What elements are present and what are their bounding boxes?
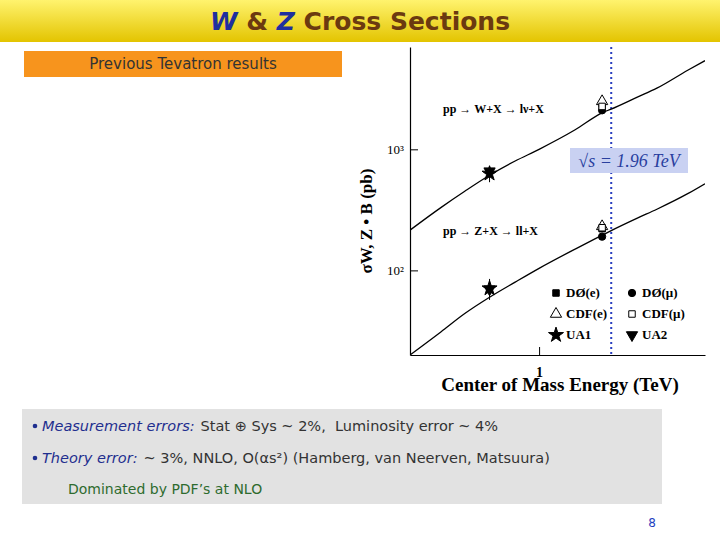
legend-symbol <box>629 311 635 317</box>
bullet: Measurement errors: Stat ⊕ Sys ~ 2%, Lumi… <box>42 418 498 434</box>
legend-label: UA1 <box>566 327 591 342</box>
legend-label: DØ(μ) <box>642 285 678 300</box>
x-tick-mark <box>539 347 540 355</box>
legend-label: CDF(e) <box>566 306 607 321</box>
bullet-dot <box>33 456 38 461</box>
note: Dominated by PDF’s at NLO <box>68 481 262 497</box>
data-point <box>482 280 497 294</box>
bullet-label: Theory error: <box>42 450 138 466</box>
legend-label: UA2 <box>642 327 667 342</box>
data-point <box>599 103 605 109</box>
slide: W & Z Cross Sections Previous Tevatron re… <box>0 0 720 540</box>
legend-label: DØ(e) <box>566 285 600 300</box>
x-axis-title: Center of Mass Energy (TeV) <box>441 374 678 396</box>
title-part: Cross Sections <box>295 7 510 36</box>
y-axis-line <box>410 48 411 356</box>
y-tick: 10³ <box>387 142 418 157</box>
legend-symbol <box>553 290 559 296</box>
data-point <box>599 225 605 231</box>
title: W & Z Cross Sections <box>210 7 510 36</box>
data-point <box>599 225 605 231</box>
bullet-label: Measurement errors: <box>42 418 195 434</box>
annotation-box <box>570 148 688 173</box>
subtitle-box <box>24 51 342 77</box>
legend-symbol <box>548 327 563 341</box>
header-band <box>0 0 720 42</box>
curve-label: pp → Z+X → ll+X <box>443 224 538 238</box>
notes-box <box>22 409 662 504</box>
x-axis-line <box>411 355 706 356</box>
bullet: Theory error: ~ 3%, NNLO, O(αs²) (Hamberg… <box>42 450 550 466</box>
plot-area <box>410 47 705 355</box>
y-axis-title: σW, Z • B (pb) <box>357 169 376 274</box>
title-part: Z <box>276 7 296 36</box>
page-number: 8 <box>648 516 656 530</box>
y-tick-label: 10³ <box>387 142 404 157</box>
annotation-text: √s = 1.96 TeV <box>578 151 681 171</box>
subtitle: Previous Tevatron results <box>89 55 277 73</box>
bullet-text: Stat ⊕ Sys ~ 2%, Luminosity error ~ 4% <box>201 418 499 434</box>
legend-label: CDF(μ) <box>642 306 685 321</box>
title-part: W <box>210 7 239 36</box>
theory-curve <box>410 61 705 230</box>
y-tick-mark <box>410 270 418 271</box>
annotation-line <box>610 47 612 355</box>
y-tick-mark <box>410 149 418 150</box>
y-axis: 10² 10³ <box>387 48 418 356</box>
legend-symbol <box>628 289 635 296</box>
slide-canvas: W & Z Cross Sections Previous Tevatron re… <box>0 0 720 540</box>
bullet-text: ~ 3%, NNLO, O(αs²) (Hamberg, van Neerven… <box>144 450 550 466</box>
bullet-dot <box>33 424 38 429</box>
legend: DØ(e) DØ(μ) CDF(e) CDF(μ) UA1 UA2 <box>548 285 684 342</box>
curve-label: pp → W+X → lν+X <box>443 102 544 116</box>
legend-symbol <box>550 307 561 317</box>
title-part: & <box>238 7 277 36</box>
legend-symbol <box>626 332 637 342</box>
y-tick: 10² <box>387 263 418 278</box>
y-tick-label: 10² <box>387 263 404 278</box>
theory-curve <box>410 184 705 355</box>
